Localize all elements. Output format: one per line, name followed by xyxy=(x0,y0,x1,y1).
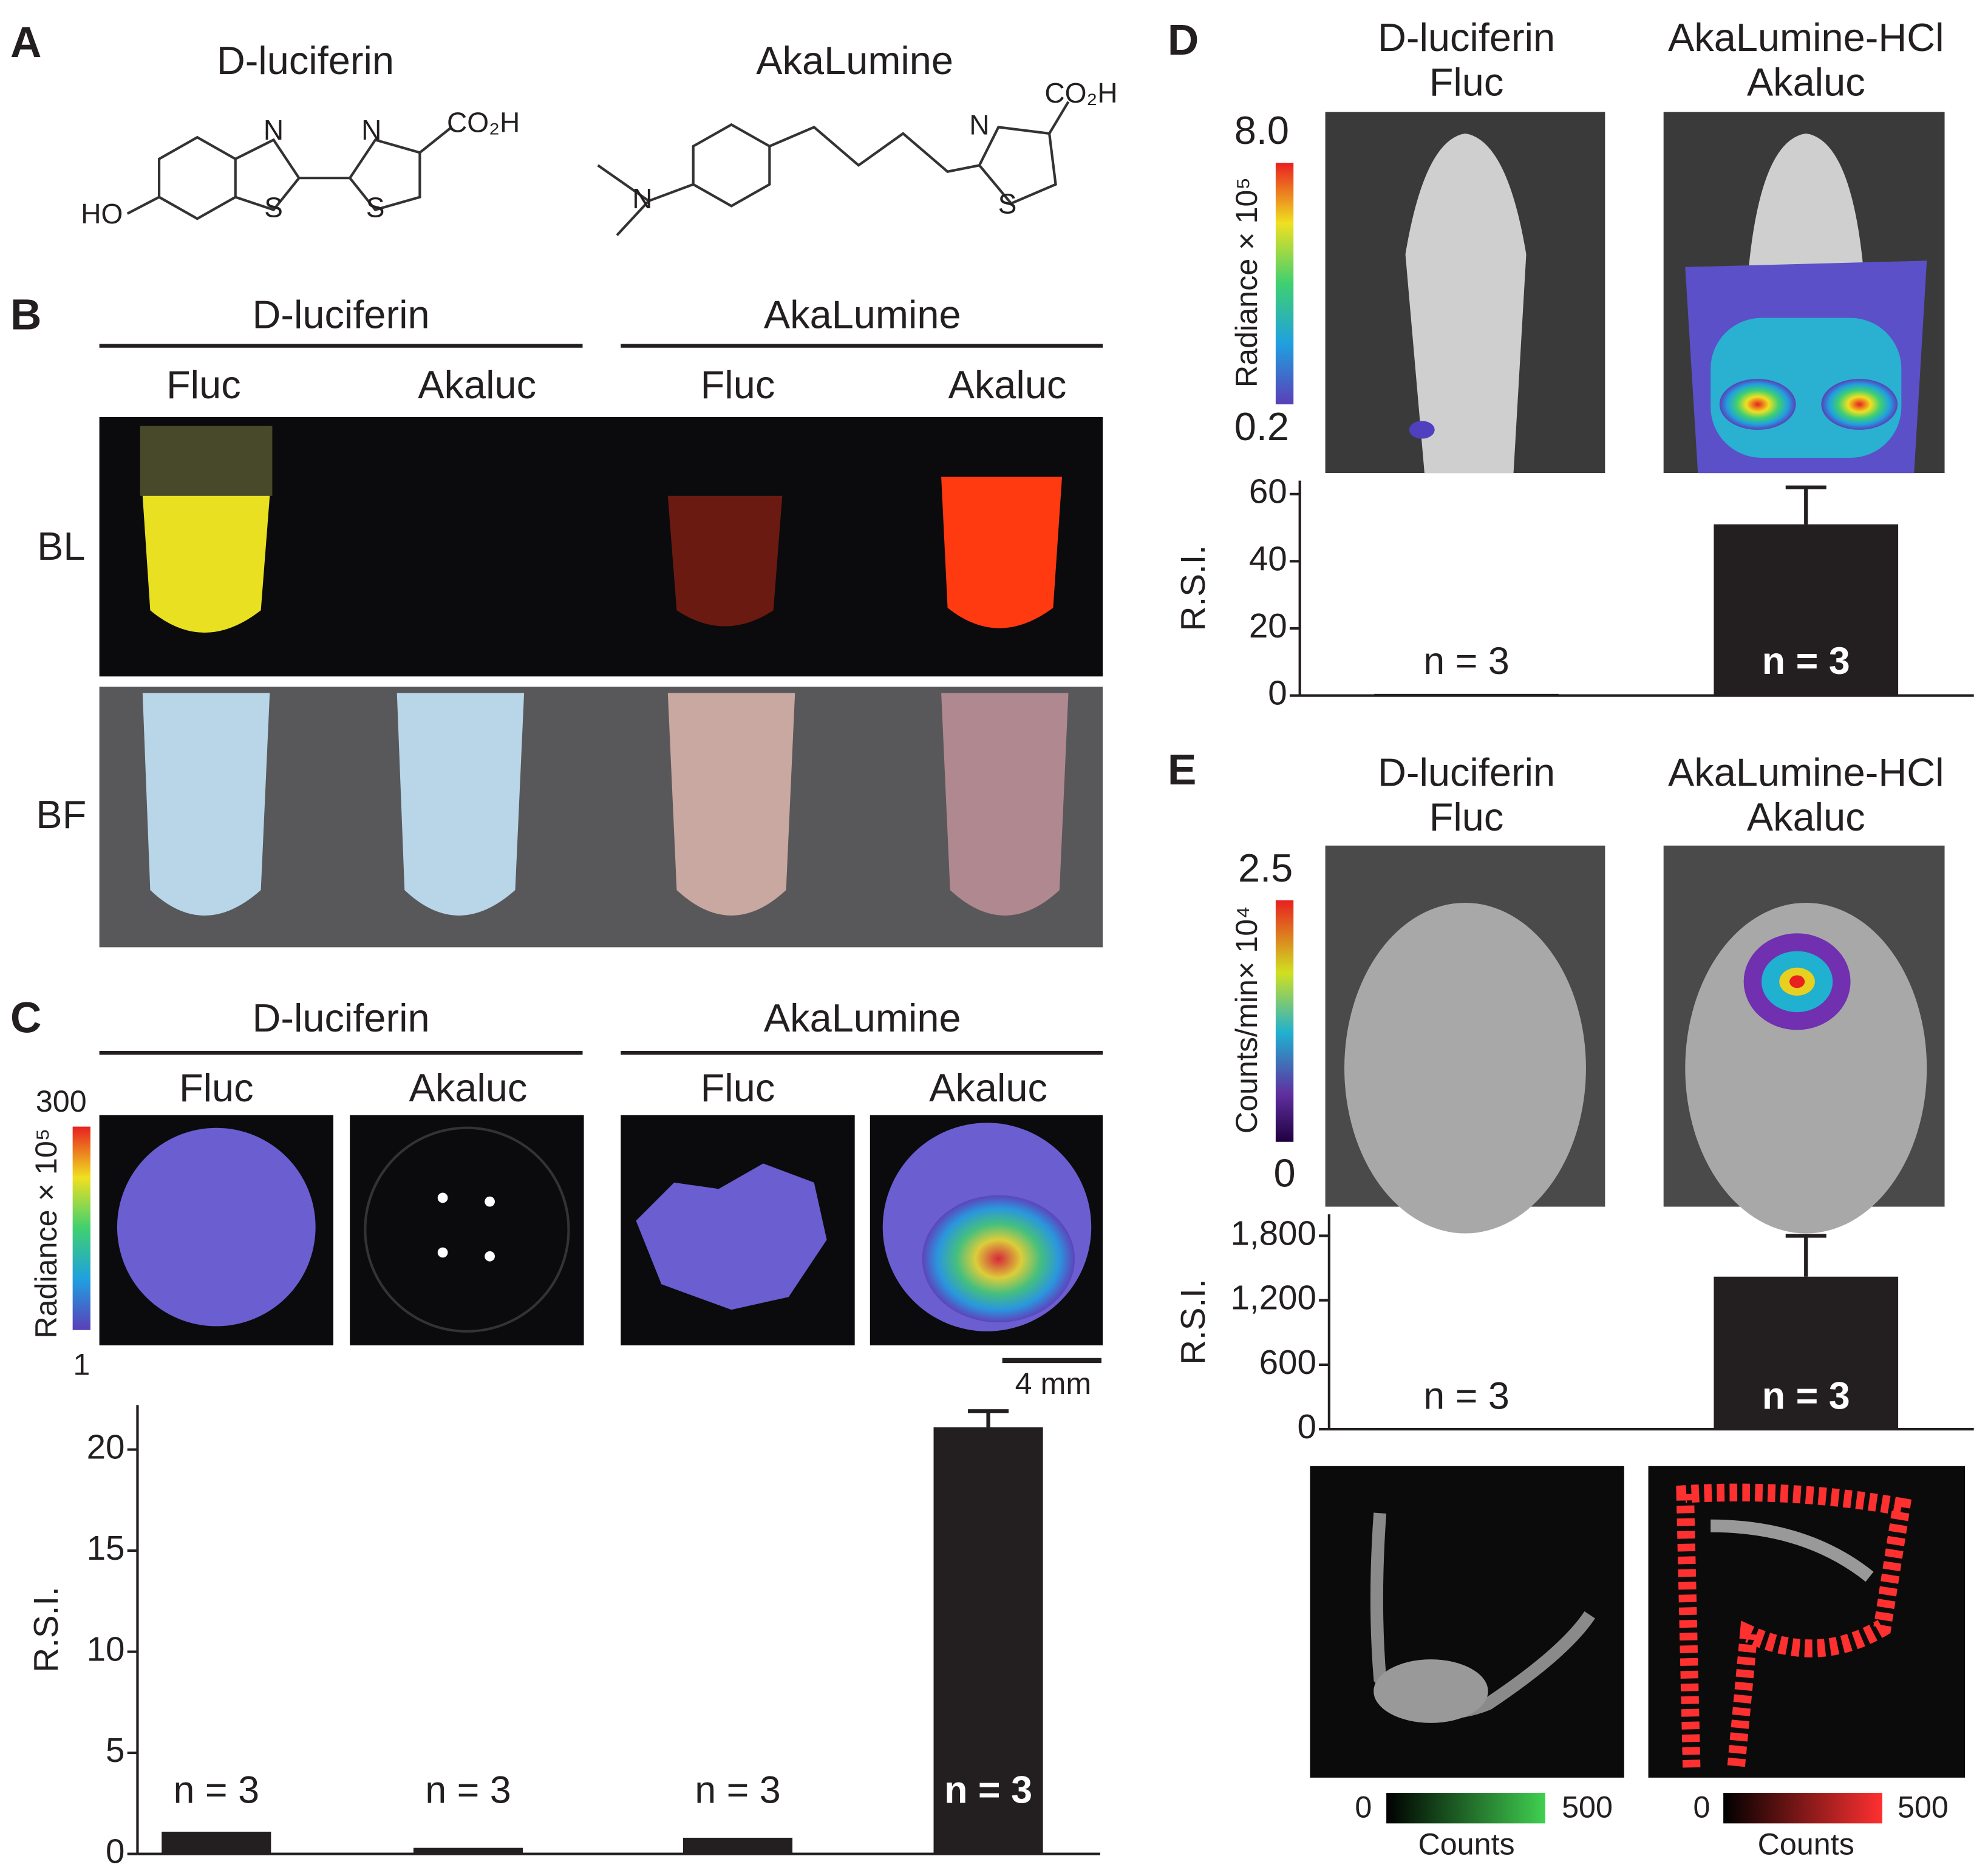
bar xyxy=(683,1837,793,1854)
atom-label: S xyxy=(366,192,385,223)
y-tick-label: 0 xyxy=(1297,1407,1316,1446)
atom-label: CO₂H xyxy=(447,106,520,138)
y-tick-label: 5 xyxy=(106,1731,124,1769)
panel-label: A xyxy=(10,19,41,67)
colorbar-label: Radiance × 10⁵ xyxy=(29,1128,63,1338)
column-label: Akaluc xyxy=(948,362,1067,407)
y-tick-label: 1,200 xyxy=(1230,1279,1316,1317)
bar xyxy=(1714,524,1899,696)
atom-label: CO₂H xyxy=(1044,77,1117,109)
y-tick-label: 10 xyxy=(87,1630,125,1668)
photo-bl xyxy=(99,416,1103,677)
y-tick-label: 15 xyxy=(87,1529,125,1567)
column-label: D-luciferin xyxy=(1378,15,1555,59)
group-label: D-luciferin xyxy=(252,996,429,1040)
group-label: AkaLumine xyxy=(764,293,961,337)
count-bar-label: Counts xyxy=(1758,1827,1854,1861)
count-bar-min: 0 xyxy=(1355,1790,1372,1824)
atom-label: S xyxy=(264,192,283,223)
y-tick-label: 0 xyxy=(1268,674,1287,712)
column-label: Fluc xyxy=(701,1066,775,1110)
atom-label: N xyxy=(632,183,652,214)
photo-bf xyxy=(99,686,1103,948)
colorbar-max: 2.5 xyxy=(1238,846,1293,890)
bar xyxy=(933,1427,1043,1854)
colorbar-min: 0.2 xyxy=(1234,404,1289,449)
colorbar-min: 1 xyxy=(73,1348,90,1382)
photo-e xyxy=(1310,845,1966,1778)
column-label: Fluc xyxy=(701,362,775,407)
scale-bar-label: 4 mm xyxy=(1015,1367,1092,1401)
bar xyxy=(162,1831,271,1854)
column-label: Akaluc xyxy=(1747,795,1865,839)
colorbar-max: 300 xyxy=(36,1084,87,1118)
count-bar-max: 500 xyxy=(1898,1790,1949,1824)
column-label: AkaLumine-HCl xyxy=(1668,15,1944,59)
annotation: n = 3 xyxy=(1762,640,1850,682)
photo-d xyxy=(1325,112,1945,474)
group-label: D-luciferin xyxy=(252,293,429,337)
column-label: Fluc xyxy=(1429,795,1504,839)
y-tick-label: 20 xyxy=(87,1427,125,1466)
colorbar-max: 8.0 xyxy=(1234,108,1289,152)
y-tick-label: 40 xyxy=(1249,539,1287,577)
y-tick-label: 0 xyxy=(106,1832,124,1871)
atom-label: S xyxy=(998,188,1017,219)
colorbar xyxy=(1275,900,1294,1142)
colorbar xyxy=(1275,163,1294,405)
bar xyxy=(1714,1276,1899,1430)
colorbar-min: 0 xyxy=(1274,1151,1296,1195)
photo-c xyxy=(99,1115,1103,1345)
panel-label: E xyxy=(1168,746,1196,794)
y-tick-label: 1,800 xyxy=(1230,1214,1316,1252)
atom-label: HO xyxy=(81,198,123,229)
colorbar xyxy=(72,1126,90,1330)
annotation: n = 3 xyxy=(174,1769,260,1812)
annotation: n = 3 xyxy=(425,1769,511,1812)
y-axis-label: R.S.I. xyxy=(27,1586,65,1672)
count-bar-max: 500 xyxy=(1562,1790,1613,1824)
panel-label: D xyxy=(1168,16,1199,64)
y-axis-label: R.S.I. xyxy=(1174,1279,1212,1364)
column-label: AkaLumine-HCl xyxy=(1668,750,1944,795)
panel-label: C xyxy=(10,994,41,1042)
atom-label: N xyxy=(264,114,284,146)
annotation: n = 3 xyxy=(944,1769,1032,1812)
y-tick-label: 60 xyxy=(1249,472,1287,511)
column-label: Akaluc xyxy=(1747,59,1865,104)
count-bar xyxy=(1386,1793,1545,1824)
annotation: n = 3 xyxy=(1423,640,1510,682)
column-label: D-luciferin xyxy=(1378,750,1555,795)
compound-name: AkaLumine xyxy=(756,38,953,83)
column-label: Fluc xyxy=(1429,59,1504,104)
column-label: Fluc xyxy=(179,1066,254,1110)
atom-label: N xyxy=(969,109,989,141)
y-axis-label: R.S.I. xyxy=(1174,545,1212,631)
compound-name: D-luciferin xyxy=(217,38,394,83)
column-label: Fluc xyxy=(166,362,241,407)
bar xyxy=(413,1848,523,1854)
annotation: n = 3 xyxy=(1762,1375,1850,1417)
annotation: n = 3 xyxy=(695,1769,781,1812)
panel-label: B xyxy=(10,291,41,339)
count-bar-min: 0 xyxy=(1694,1790,1711,1824)
colorbar-label: Counts/min× 10⁴ xyxy=(1230,906,1264,1134)
column-label: Akaluc xyxy=(418,362,536,407)
row-label: BL xyxy=(37,524,85,568)
bar xyxy=(1374,693,1559,696)
count-bar-label: Counts xyxy=(1418,1827,1514,1861)
annotation: n = 3 xyxy=(1423,1375,1510,1417)
structure xyxy=(126,101,1070,236)
y-tick-label: 20 xyxy=(1249,607,1287,645)
column-label: Akaluc xyxy=(409,1066,528,1110)
colorbar-label: Radiance × 10⁵ xyxy=(1230,177,1264,387)
group-label: AkaLumine xyxy=(764,996,961,1040)
column-label: Akaluc xyxy=(929,1066,1047,1110)
atom-label: N xyxy=(361,114,381,146)
row-label: BF xyxy=(36,792,86,837)
count-bar xyxy=(1723,1793,1882,1824)
y-tick-label: 600 xyxy=(1259,1343,1316,1381)
